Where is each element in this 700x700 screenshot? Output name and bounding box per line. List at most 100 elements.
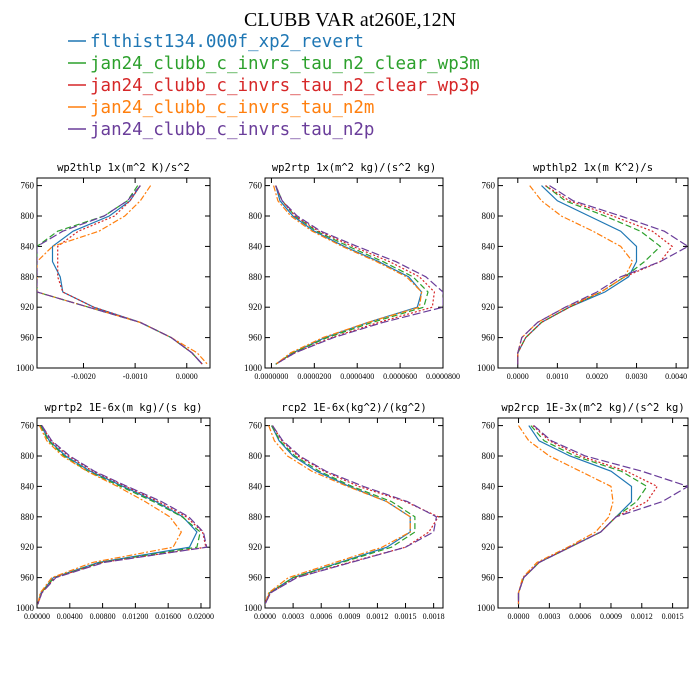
y-tick-label: 840 — [21, 481, 35, 491]
y-tick-label: 760 — [249, 181, 263, 191]
series-line-5 — [275, 185, 443, 365]
x-tick-label: 0.0015 — [395, 612, 417, 621]
y-tick-label: 840 — [21, 241, 35, 251]
y-tick-label: 760 — [249, 421, 263, 431]
y-tick-label: 1000 — [16, 363, 35, 373]
series-line-2 — [517, 185, 662, 365]
x-tick-label: 0.0030 — [626, 372, 648, 381]
x-tick-label: 0.0000600 — [383, 372, 417, 381]
x-tick-label: 0.0000 — [508, 612, 530, 621]
panel-title: wpthlp2 1x(m K^2)/s — [533, 162, 653, 174]
panel-4: wprtp2 1E-6x(m kg)/(s kg) 760 800 840 880 920… — [16, 402, 214, 621]
plot-frame — [497, 417, 689, 609]
y-tick-label: 840 — [249, 241, 263, 251]
plot-frame — [36, 417, 211, 609]
x-tick-label: 0.0009 — [600, 612, 622, 621]
x-tick-label: 0.0000 — [254, 612, 276, 621]
figure-title: CLUBB VAR at260E,12N — [244, 9, 456, 31]
series-line-3 — [517, 185, 674, 365]
plot-frame — [497, 177, 689, 369]
legend: flthist134.000f_xp2_revertjan24_clubb_c_… — [68, 32, 480, 140]
y-tick-label: 920 — [249, 542, 263, 552]
x-tick-label: 0.0003 — [282, 612, 304, 621]
series-line-2 — [37, 425, 201, 605]
series-line-4 — [37, 425, 183, 605]
panel-6: wp2rcp 1E-3x(m^2 kg)/(s^2 kg) 760 800 840 88… — [477, 402, 689, 621]
x-tick-label: 0.02000 — [188, 612, 214, 621]
y-tick-label: 1000 — [244, 603, 263, 613]
series-line-5 — [37, 185, 203, 365]
y-tick-label: 840 — [249, 481, 263, 491]
x-tick-label: 0.0040 — [665, 372, 687, 381]
x-tick-label: 0.0009 — [338, 612, 360, 621]
y-tick-label: 920 — [249, 302, 263, 312]
panel-3: wpthlp2 1x(m K^2)/s 760 800 840 880 920 960 100… — [477, 162, 689, 381]
y-tick-label: 840 — [482, 241, 496, 251]
x-tick-label: 0.0010 — [546, 372, 568, 381]
series-line-1 — [275, 185, 423, 365]
y-tick-label: 1000 — [16, 603, 35, 613]
series-line-3 — [275, 185, 436, 365]
x-tick-label: 0.00400 — [57, 612, 83, 621]
y-tick-label: 960 — [21, 573, 35, 583]
x-tick-label: 0.0006 — [310, 612, 332, 621]
panel-title: wp2thlp 1x(m^2 K)/s^2 — [57, 162, 190, 174]
x-tick-label: 0.0000200 — [297, 372, 331, 381]
y-tick-label: 960 — [249, 573, 263, 583]
x-tick-label: 0.00000 — [24, 612, 50, 621]
panel-5: rcp2 1E-6x(kg^2)/(kg^2) 760 800 840 880 920 96… — [244, 402, 445, 621]
legend-label-2: jan24_clubb_c_invrs_tau_n2_clear_wp3m — [90, 54, 480, 74]
plot-frame — [264, 177, 444, 369]
legend-label-1: flthist134.000f_xp2_revert — [90, 32, 364, 52]
y-tick-label: 800 — [21, 451, 35, 461]
y-tick-label: 760 — [482, 421, 496, 431]
y-tick-label: 800 — [249, 451, 263, 461]
x-tick-label: -0.0010 — [123, 372, 148, 381]
x-tick-label: 0.0000 — [176, 372, 198, 381]
legend-label-5: jan24_clubb_c_invrs_tau_n2p — [90, 120, 374, 140]
series-line-4 — [273, 185, 423, 365]
series-line-5 — [265, 425, 438, 605]
y-tick-label: 960 — [482, 333, 496, 343]
y-tick-label: 800 — [249, 211, 263, 221]
y-tick-label: 760 — [482, 181, 496, 191]
y-tick-label: 800 — [482, 211, 496, 221]
y-tick-label: 920 — [21, 542, 35, 552]
y-tick-label: 920 — [482, 542, 496, 552]
x-tick-label: 0.0003 — [538, 612, 560, 621]
x-tick-label: 0.01600 — [155, 612, 181, 621]
x-tick-label: 0.0012 — [366, 612, 388, 621]
x-tick-label: 0.0000800 — [426, 372, 460, 381]
y-tick-label: 760 — [21, 421, 35, 431]
panel-2: wp2rtp 1x(m^2 kg)/(s^2 kg) 760 800 840 880 92… — [244, 162, 460, 381]
y-tick-label: 800 — [482, 451, 496, 461]
x-tick-label: 0.0018 — [423, 612, 445, 621]
y-tick-label: 840 — [482, 481, 496, 491]
y-tick-label: 960 — [249, 333, 263, 343]
y-tick-label: 960 — [21, 333, 35, 343]
series-line-5 — [37, 425, 208, 605]
x-tick-label: 0.0006 — [569, 612, 591, 621]
x-tick-label: 0.0000 — [507, 372, 529, 381]
series-line-5 — [517, 185, 688, 365]
legend-label-3: jan24_clubb_c_invrs_tau_n2_clear_wp3p — [90, 76, 480, 96]
x-tick-label: 0.0012 — [631, 612, 653, 621]
panel-title: wp2rtp 1x(m^2 kg)/(s^2 kg) — [272, 162, 436, 174]
series-line-3 — [37, 425, 207, 605]
y-tick-label: 880 — [249, 512, 263, 522]
series-line-2 — [265, 425, 416, 605]
y-tick-label: 800 — [21, 211, 35, 221]
series-line-4 — [265, 425, 411, 605]
x-tick-label: 0.0000400 — [340, 372, 374, 381]
panel-title: rcp2 1E-6x(kg^2)/(kg^2) — [281, 402, 426, 414]
y-tick-label: 880 — [482, 512, 496, 522]
x-tick-label: 0.0000000 — [254, 372, 288, 381]
y-tick-label: 1000 — [244, 363, 263, 373]
y-tick-label: 1000 — [477, 603, 496, 613]
plot-frame — [264, 417, 444, 609]
x-tick-label: 0.00800 — [90, 612, 116, 621]
panels: wp2thlp 1x(m^2 K)/s^2 760 800 840 880 920 960 1… — [16, 162, 689, 621]
panel-title: wp2rcp 1E-3x(m^2 kg)/(s^2 kg) — [501, 402, 684, 414]
panel-1: wp2thlp 1x(m^2 K)/s^2 760 800 840 880 920 960 1… — [16, 162, 211, 381]
